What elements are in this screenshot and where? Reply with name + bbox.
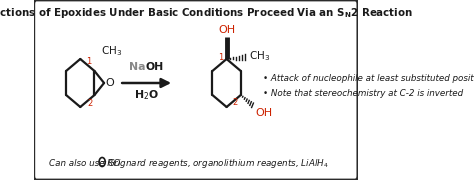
Text: Can also use RO: Can also use RO (49, 159, 120, 168)
Text: CH$_3$: CH$_3$ (249, 49, 270, 63)
Text: H$_2$O: H$_2$O (134, 88, 159, 102)
Text: OH: OH (255, 108, 272, 118)
Text: OH: OH (218, 25, 235, 35)
Text: 1: 1 (218, 53, 223, 62)
Text: Reactions of Epoxides Under Basic Conditions Proceed Via an $\mathregular{S_N}$2: Reactions of Epoxides Under Basic Condit… (0, 6, 413, 20)
FancyBboxPatch shape (34, 0, 358, 180)
Text: CH$_3$: CH$_3$ (101, 44, 123, 58)
Text: OH: OH (145, 62, 164, 72)
Text: Grignard reagents, organolithium reagents, LiAlH$_4$: Grignard reagents, organolithium reagent… (107, 158, 328, 170)
Text: O: O (105, 78, 114, 88)
Text: 2: 2 (233, 98, 238, 107)
Text: • Note that stereochemistry at C-2 is inverted: • Note that stereochemistry at C-2 is in… (263, 89, 463, 98)
Text: Na: Na (129, 62, 145, 72)
Text: 1: 1 (87, 57, 92, 66)
Text: • Attack of nucleophile at least substituted position: • Attack of nucleophile at least substit… (263, 73, 474, 82)
Text: 2: 2 (88, 99, 93, 108)
Text: −: − (99, 158, 106, 166)
